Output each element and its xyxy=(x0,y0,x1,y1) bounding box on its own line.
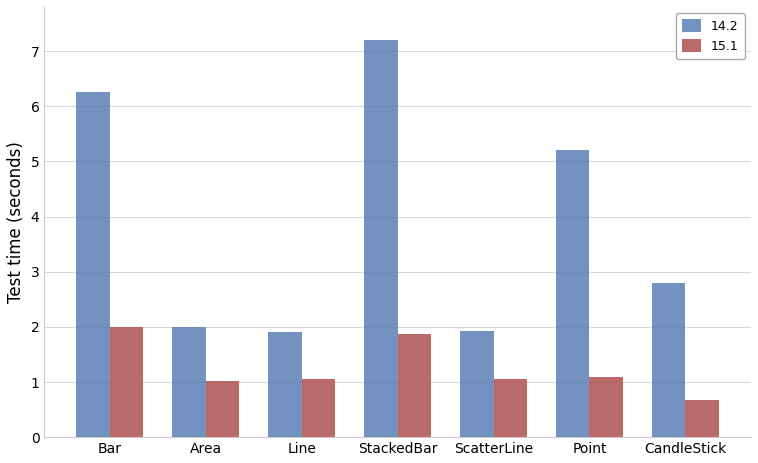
Bar xyxy=(77,93,110,437)
Bar xyxy=(172,327,206,437)
Bar xyxy=(110,327,143,437)
Bar xyxy=(590,376,623,437)
Bar xyxy=(268,332,302,437)
Bar xyxy=(460,331,493,437)
Bar xyxy=(398,334,431,437)
Bar xyxy=(206,381,240,437)
Bar xyxy=(652,283,685,437)
Bar xyxy=(493,379,527,437)
Bar xyxy=(685,400,719,437)
Bar xyxy=(302,379,335,437)
Bar xyxy=(364,40,398,437)
Bar xyxy=(556,150,590,437)
Y-axis label: Test time (seconds): Test time (seconds) xyxy=(7,141,25,303)
Legend: 14.2, 15.1: 14.2, 15.1 xyxy=(676,13,745,59)
